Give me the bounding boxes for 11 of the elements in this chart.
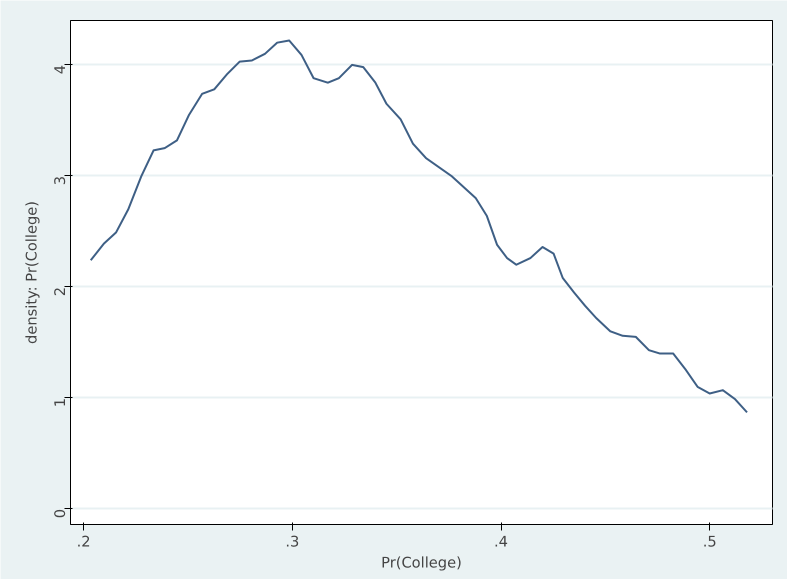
y-axis-title: density: Pr(College) xyxy=(24,200,40,344)
y-tick-label: 1 xyxy=(52,398,69,408)
x-axis-title: Pr(College) xyxy=(381,554,462,572)
y-tick-label: 0 xyxy=(52,508,69,518)
x-tick-label: .3 xyxy=(285,534,300,550)
x-tick-label: .5 xyxy=(702,534,717,550)
y-tick-label: 2 xyxy=(52,286,69,296)
y-tick-label: 4 xyxy=(52,64,69,74)
y-tick-label: 3 xyxy=(52,176,69,186)
x-tick-label: .4 xyxy=(494,534,508,550)
x-tick-label: .2 xyxy=(76,534,91,550)
